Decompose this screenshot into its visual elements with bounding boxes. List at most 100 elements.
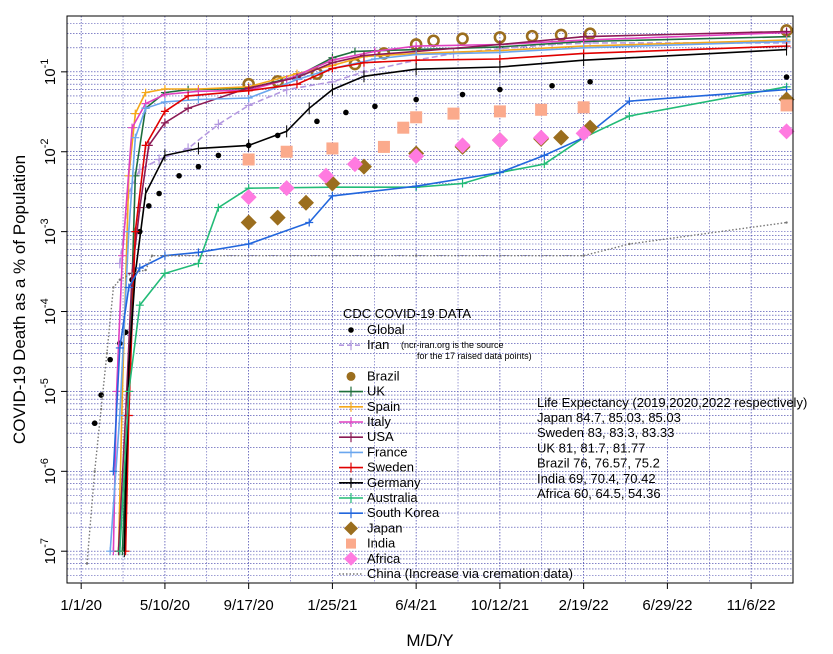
data-point <box>141 88 150 97</box>
data-point <box>214 119 223 130</box>
data-point <box>554 28 568 42</box>
legend-item: China (Increase via cremation data) <box>339 566 573 581</box>
data-point <box>317 167 334 184</box>
data-point <box>124 411 133 420</box>
legend-label: Germany <box>367 475 421 490</box>
data-point <box>328 64 337 73</box>
data-point <box>244 86 253 95</box>
legend-item: Italy <box>339 414 391 429</box>
data-point <box>413 96 419 103</box>
data-point <box>359 58 368 67</box>
data-point <box>533 129 550 146</box>
data-point <box>780 99 793 112</box>
data-point <box>348 327 354 333</box>
data-point <box>244 100 253 111</box>
data-point <box>454 137 471 154</box>
data-point <box>577 101 590 114</box>
data-point <box>783 74 790 80</box>
x-tick-label: 1/1/20 <box>60 597 102 614</box>
data-point <box>194 87 203 96</box>
data-point <box>242 153 255 166</box>
data-point <box>160 269 169 278</box>
data-point <box>359 51 368 60</box>
legend-label: UK <box>367 384 385 399</box>
y-tick-label: 10-2 <box>39 139 59 165</box>
data-point <box>491 132 508 149</box>
data-point <box>135 301 144 310</box>
data-point <box>244 94 253 103</box>
legend-item: Japan <box>344 520 402 536</box>
data-point <box>160 97 169 106</box>
data-point <box>240 189 257 206</box>
data-point <box>194 95 203 104</box>
data-point <box>214 203 223 212</box>
data-point <box>124 387 133 396</box>
data-point <box>343 109 349 116</box>
data-point <box>305 218 314 227</box>
data-point <box>410 111 423 124</box>
data-point <box>553 129 570 146</box>
data-point <box>85 562 89 565</box>
y-tick-label: 10-6 <box>39 458 59 484</box>
x-tick-label: 1/25/21 <box>307 597 357 614</box>
series-global <box>91 74 790 427</box>
data-point <box>447 107 460 120</box>
legend-label: Italy <box>367 414 391 429</box>
life-expectancy-heading: Life Expectancy (2019,2020,2022 respecti… <box>537 395 807 410</box>
legend-label: USA <box>367 429 394 444</box>
data-point <box>372 103 378 110</box>
y-tick-label: 10-3 <box>39 218 59 244</box>
data-point <box>93 470 96 473</box>
legend-label: France <box>367 444 407 459</box>
data-point <box>582 254 585 257</box>
data-point <box>269 209 286 226</box>
y-axis: 10-7 10-6 10-5 10-4 10-3 10-2 10-1 <box>39 59 67 564</box>
plot-frame <box>66 15 794 584</box>
data-point <box>144 268 147 272</box>
legend-item: South Korea <box>339 505 440 520</box>
data-point <box>107 356 113 363</box>
data-point <box>778 123 795 140</box>
data-point <box>141 104 150 113</box>
data-point <box>109 467 118 476</box>
legend-item: France <box>339 444 407 459</box>
data-point <box>194 248 203 257</box>
life-expectancy-line: Sweden 83, 83.3, 83.33 <box>537 425 674 440</box>
x-tick-label: 11/6/22 <box>727 597 776 614</box>
data-point <box>397 121 410 134</box>
data-point <box>579 32 588 41</box>
legend-item: India <box>346 536 396 551</box>
life-expectancy-line: Brazil 76, 76.57, 75.2 <box>537 456 660 471</box>
series-usa <box>114 27 791 556</box>
legend-label: Global <box>367 322 405 337</box>
data-point <box>782 27 791 36</box>
legend-item: Sweden <box>339 460 414 475</box>
data-point <box>195 163 202 170</box>
data-point <box>314 118 320 125</box>
data-point <box>412 182 421 191</box>
data-point <box>458 179 467 188</box>
data-point <box>146 203 152 209</box>
legend-key <box>346 371 356 381</box>
data-point <box>118 278 122 281</box>
data-point <box>292 80 301 89</box>
data-point <box>377 140 390 153</box>
data-point <box>582 119 599 136</box>
series-line <box>124 45 787 552</box>
data-point <box>215 152 222 159</box>
series-layer <box>85 24 795 565</box>
x-axis: 1/1/20 5/10/20 9/17/20 1/25/21 6/4/21 10/12/2… <box>60 583 776 614</box>
legend-item: Germany <box>339 475 421 490</box>
legend-item: Australia <box>339 490 418 505</box>
x-axis-title: M/D/Y <box>406 631 453 650</box>
data-point <box>785 221 788 224</box>
legend-label: Iran <box>367 337 389 352</box>
data-point <box>427 34 440 48</box>
data-point <box>240 214 257 231</box>
data-point <box>98 392 104 398</box>
data-point <box>625 97 634 106</box>
data-point <box>575 125 592 142</box>
data-point <box>131 109 140 118</box>
